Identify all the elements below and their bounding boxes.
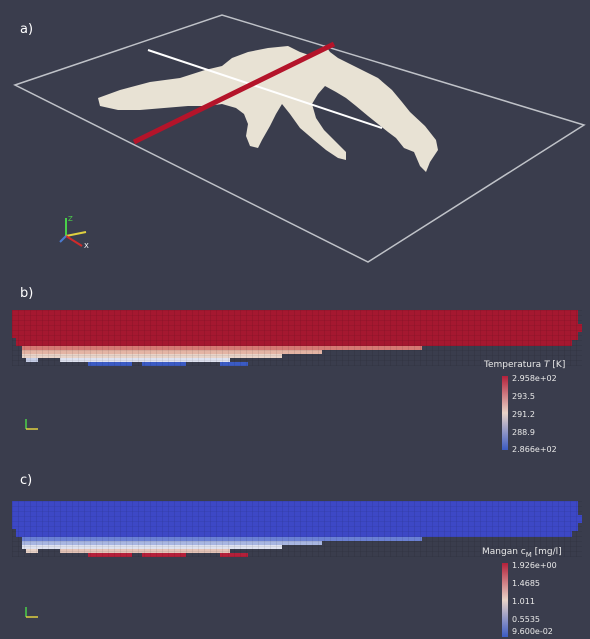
domain-bounding-box	[13, 14, 586, 263]
lake-3d-view	[13, 14, 586, 263]
temperature-cross-section	[12, 310, 582, 366]
panel-b: b) Temperatura T [K] 2.958e+02 293.5 291…	[0, 280, 590, 465]
temperature-colorbar	[502, 376, 508, 450]
orientation-axes-icon: Z X	[59, 215, 89, 250]
temperature-legend-title: Temperatura T [K]	[484, 360, 566, 370]
mangan-tick: 1.011	[512, 597, 535, 606]
lake-surface	[98, 45, 438, 172]
panel-a: a) Z X	[0, 0, 590, 280]
svg-text:Z: Z	[68, 215, 73, 223]
temperature-tick: 2.958e+02	[512, 374, 557, 383]
mangan-legend-title: Mangan cM [mg/l]	[482, 547, 562, 559]
mangan-tick: 1.4685	[512, 579, 540, 588]
orientation-axes-icon	[25, 419, 38, 430]
panel-b-label: b)	[20, 286, 34, 301]
mangan-tick: 9.600e-02	[512, 627, 553, 636]
orientation-axes-icon	[25, 607, 38, 618]
temperature-tick: 2.866e+02	[512, 445, 557, 454]
mangan-colorbar	[502, 563, 508, 637]
temperature-tick: 288.9	[512, 428, 535, 437]
cross-section-line-red	[132, 41, 336, 145]
mangan-tick: 1.926e+00	[512, 561, 557, 570]
temperature-tick: 291.2	[512, 410, 535, 419]
svg-text:X: X	[84, 242, 89, 250]
temperature-tick: 293.5	[512, 392, 535, 401]
panel-c-label: c)	[20, 473, 33, 488]
cross-section-line-white	[147, 49, 383, 129]
mangan-tick: 0.5535	[512, 615, 540, 624]
panel-c: c) Mangan cM [mg/l] 1.926e+00 1.4685 1.0…	[0, 465, 590, 639]
panel-a-label: a)	[20, 22, 34, 37]
mangan-cross-section	[12, 501, 582, 557]
